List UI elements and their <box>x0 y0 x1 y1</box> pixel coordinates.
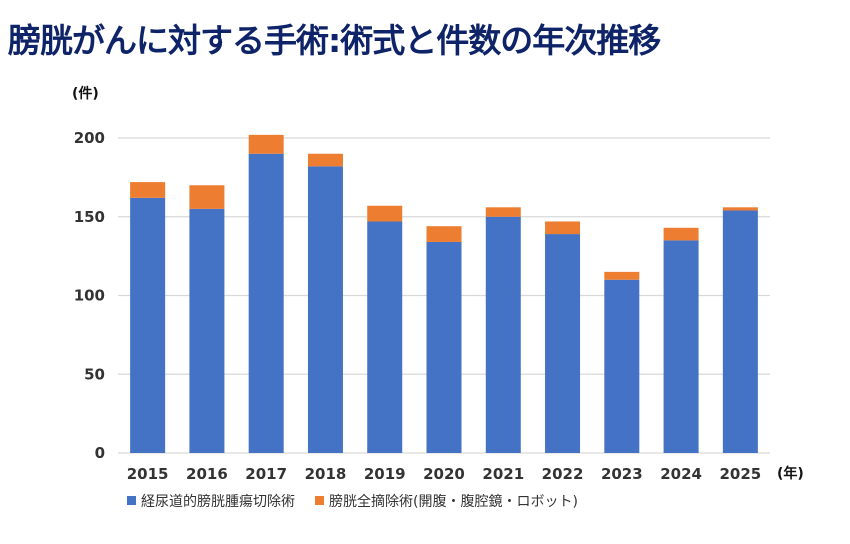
bar-segment-turbt <box>307 166 343 453</box>
bar-segment-cystectomy <box>722 207 758 211</box>
x-tick-label: 2023 <box>601 465 643 483</box>
y-tick-label: 0 <box>95 444 105 462</box>
bar-segment-cystectomy <box>604 271 640 280</box>
bar-segment-turbt <box>367 221 403 453</box>
bar-segment-turbt <box>485 216 521 453</box>
chart-title: 膀胱がんに対する手術:術式と件数の年次推移 <box>8 21 661 60</box>
x-tick-label: 2018 <box>305 465 347 483</box>
x-tick-label: 2020 <box>423 465 465 483</box>
x-tick-label: 2025 <box>719 465 761 483</box>
legend-label: 経尿道的膀胱腫瘍切除術 <box>141 493 295 510</box>
x-tick-label: 2022 <box>542 465 584 483</box>
bar-segment-turbt <box>604 279 640 453</box>
bar-segment-cystectomy <box>426 226 462 242</box>
legend-swatch <box>127 496 136 505</box>
bar-segment-turbt <box>130 197 166 453</box>
bar-segment-turbt <box>248 153 284 453</box>
bar-segment-cystectomy <box>663 227 699 241</box>
bar-segment-cystectomy <box>485 207 521 217</box>
bar-segment-turbt <box>189 208 225 453</box>
legend-swatch <box>315 496 324 505</box>
bar-segment-turbt <box>722 210 758 453</box>
bar-segment-cystectomy <box>367 205 403 222</box>
x-tick-label: 2021 <box>482 465 524 483</box>
legend-label: 膀胱全摘除術(開腹・腹腔鏡・ロボット) <box>329 493 578 510</box>
x-tick-label: 2024 <box>660 465 702 483</box>
x-axis-unit: (年) <box>777 465 804 482</box>
bar-segment-cystectomy <box>307 153 343 167</box>
y-tick-label: 100 <box>74 287 105 305</box>
x-tick-label: 2017 <box>245 465 287 483</box>
x-tick-label: 2016 <box>186 465 228 483</box>
y-tick-label: 50 <box>84 365 105 383</box>
x-tick-label: 2015 <box>127 465 169 483</box>
bar-segment-turbt <box>426 241 462 453</box>
y-tick-label: 150 <box>74 208 105 226</box>
y-tick-label: 200 <box>74 129 105 147</box>
bar-segment-turbt <box>663 240 699 453</box>
y-axis-unit: (件) <box>72 85 99 102</box>
bar-segment-turbt <box>545 234 581 453</box>
bar-segment-cystectomy <box>189 185 225 209</box>
bar-segment-cystectomy <box>130 182 166 198</box>
x-tick-label: 2019 <box>364 465 406 483</box>
bar-segment-cystectomy <box>545 221 581 235</box>
bar-segment-cystectomy <box>248 134 284 154</box>
